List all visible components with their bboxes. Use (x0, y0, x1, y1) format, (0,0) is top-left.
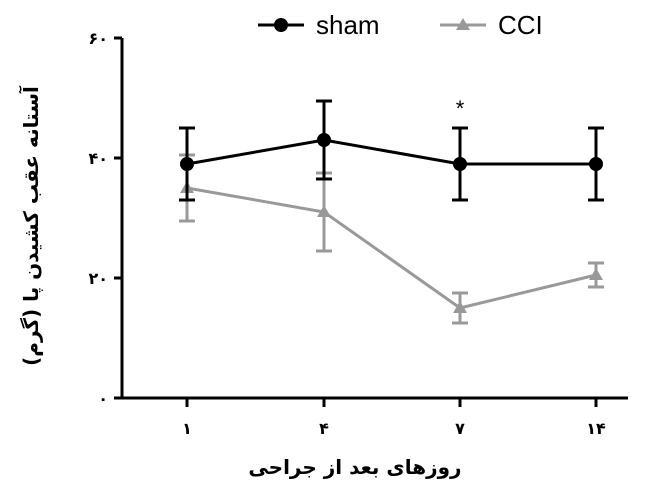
x-axis: ١ ۴ ٧ ١۴ (122, 396, 628, 438)
data-point (453, 301, 467, 313)
y-tick-label: ۴٠ (88, 149, 108, 168)
series-line (186, 186, 597, 310)
annotation-layer: * (456, 96, 465, 121)
legend-label: CCI (498, 10, 543, 40)
data-point (589, 268, 603, 280)
x-axis-title: روزهای بعد از جراحی (248, 455, 461, 479)
y-axis: ٠ ٢٠ ۴٠ ۶٠ (88, 29, 124, 408)
x-tick-label: ٧ (455, 419, 465, 438)
y-tick-label: ٠ (98, 389, 108, 408)
series-layer (179, 99, 604, 325)
y-tick-label: ٢٠ (88, 269, 108, 288)
x-tick-label: ١۴ (586, 419, 606, 438)
y-axis-title: آستانه عقب کشیدن پا (گرم) (18, 85, 44, 366)
series-line (186, 138, 596, 166)
series-sham (179, 99, 604, 202)
legend: sham CCI (258, 10, 543, 40)
legend-label: sham (316, 10, 380, 40)
x-tick-label: ۴ (319, 419, 329, 438)
x-tick-label: ١ (182, 419, 192, 438)
data-point (589, 157, 603, 171)
data-point (317, 205, 331, 217)
legend-marker (456, 18, 470, 30)
legend-item-sham: sham (258, 10, 380, 40)
legend-item-cci: CCI (440, 10, 543, 40)
series-cci (179, 153, 604, 325)
data-point (180, 157, 194, 171)
legend-marker (274, 18, 288, 32)
data-point (453, 157, 467, 171)
y-tick-label: ۶٠ (88, 29, 108, 48)
data-point (317, 133, 331, 147)
significance-marker: * (456, 96, 465, 121)
